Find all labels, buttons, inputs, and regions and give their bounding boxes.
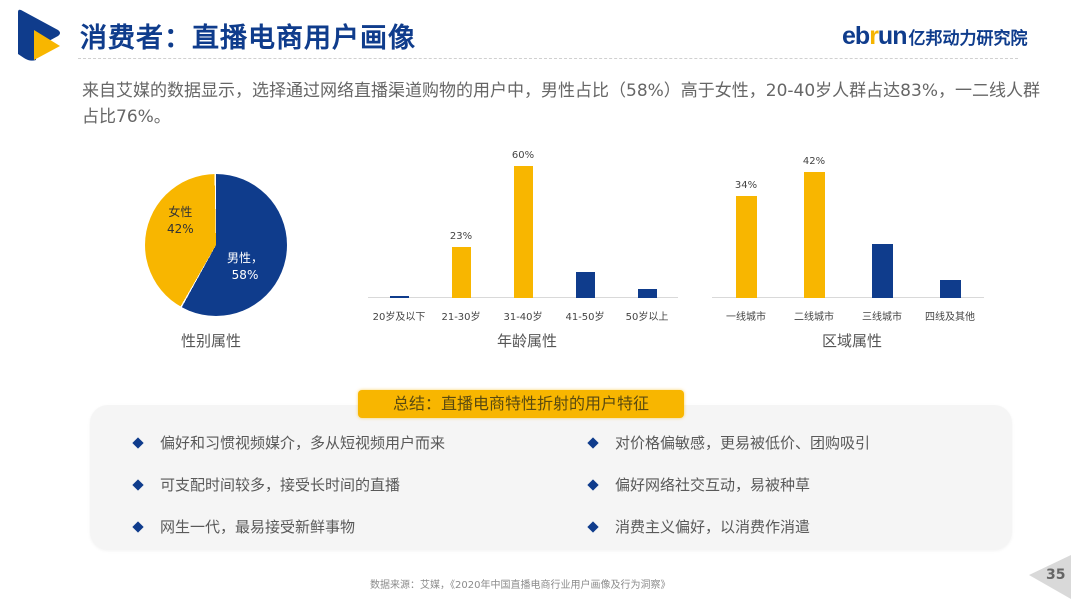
summary-item-text: 对价格偏敏感，更易被低价、团购吸引 xyxy=(615,434,871,452)
summary-item: 可支配时间较多，接受长时间的直播 xyxy=(132,474,400,495)
category-label: 二线城市 xyxy=(794,312,834,323)
region-caption: 区域属性 xyxy=(822,332,883,350)
brand-logo: ebrun 亿邦动力研究院 xyxy=(842,22,1027,51)
summary-item-text: 偏好网络社交互动，易被种草 xyxy=(615,476,811,494)
bar xyxy=(637,289,657,298)
summary-item: 偏好网络社交互动，易被种草 xyxy=(587,474,810,495)
bar-value-label: 34% xyxy=(734,180,758,191)
bar xyxy=(575,272,595,298)
title-divider xyxy=(78,58,1018,59)
pie-label-male: 男性， 58% xyxy=(227,250,263,284)
diamond-bullet-icon xyxy=(587,520,599,533)
summary-panel xyxy=(90,405,1012,550)
bar-value-label: 42% xyxy=(802,156,826,167)
bar-value-label: 60% xyxy=(511,150,535,161)
bar xyxy=(939,280,961,298)
bar xyxy=(803,172,825,298)
pie xyxy=(145,174,287,316)
bar xyxy=(871,244,893,298)
age-bar-chart: 20岁及以下 23% 21-30岁 60% 31-40岁 41-50岁 50岁以上 xyxy=(368,140,678,323)
category-label: 三线城市 xyxy=(862,312,902,323)
male-value: 58% xyxy=(231,268,259,282)
pie-label-female: 女性 42% xyxy=(167,204,194,238)
brand-en-pre: eb xyxy=(842,22,870,50)
brand-cn: 亿邦动力研究院 xyxy=(908,29,1028,49)
bar-value-label: 23% xyxy=(449,231,473,242)
bar xyxy=(513,166,533,298)
page-badge-triangle-icon xyxy=(1029,555,1071,599)
brand-en-post: un xyxy=(877,22,908,50)
intro-text: 来自艾媒的数据显示，选择通过网络直播渠道购物的用户中，男性占比（58%）高于女性… xyxy=(82,81,1040,127)
category-label: 20岁及以下 xyxy=(372,312,426,323)
female-value: 42% xyxy=(167,222,194,236)
diamond-bullet-icon xyxy=(587,436,599,449)
bar xyxy=(451,247,471,298)
gender-caption: 性别属性 xyxy=(181,332,242,350)
category-label: 一线城市 xyxy=(726,312,766,323)
summary-item-text: 偏好和习惯视频媒介，多从短视频用户而来 xyxy=(160,434,446,452)
x-axis xyxy=(712,297,984,298)
data-source: 数据来源：艾媒，《2020年中国直播电商行业用户画像及行为洞察》 xyxy=(370,580,671,591)
summary-item-text: 网生一代，最易接受新鲜事物 xyxy=(160,518,356,536)
summary-item-text: 可支配时间较多，接受长时间的直播 xyxy=(160,476,401,494)
bar xyxy=(735,196,757,298)
bar xyxy=(389,296,409,298)
category-label: 31-40岁 xyxy=(503,312,543,323)
page-number: 35 xyxy=(1046,567,1066,583)
category-label: 41-50岁 xyxy=(565,312,605,323)
female-label: 女性 xyxy=(168,205,193,219)
brand-en-accent: r xyxy=(869,22,879,50)
play-triangle-logo-icon xyxy=(18,9,60,61)
age-caption: 年龄属性 xyxy=(497,332,558,350)
summary-item: 消费主义偏好，以消费作消遣 xyxy=(587,516,810,537)
diamond-bullet-icon xyxy=(132,520,144,533)
diamond-bullet-icon xyxy=(587,478,599,491)
category-label: 四线及其他 xyxy=(925,312,975,323)
summary-item: 偏好和习惯视频媒介，多从短视频用户而来 xyxy=(132,432,445,453)
summary-item: 对价格偏敏感，更易被低价、团购吸引 xyxy=(587,432,870,453)
diamond-bullet-icon xyxy=(132,436,144,449)
male-label: 男性， xyxy=(227,251,264,265)
diamond-bullet-icon xyxy=(132,478,144,491)
brand-en: ebrun xyxy=(842,22,908,51)
region-bar-chart: 34% 一线城市 42% 二线城市 三线城市 四线及其他 xyxy=(712,140,984,323)
page-title: 消费者：直播电商用户画像 xyxy=(80,23,416,54)
category-label: 50岁以上 xyxy=(625,312,669,323)
category-label: 21-30岁 xyxy=(441,312,481,323)
summary-title: 总结：直播电商特性折射的用户特征 xyxy=(358,390,684,418)
summary-item: 网生一代，最易接受新鲜事物 xyxy=(132,516,355,537)
gender-pie-chart: 女性 42% 男性， 58% xyxy=(145,174,287,316)
summary-item-text: 消费主义偏好，以消费作消遣 xyxy=(615,518,811,536)
